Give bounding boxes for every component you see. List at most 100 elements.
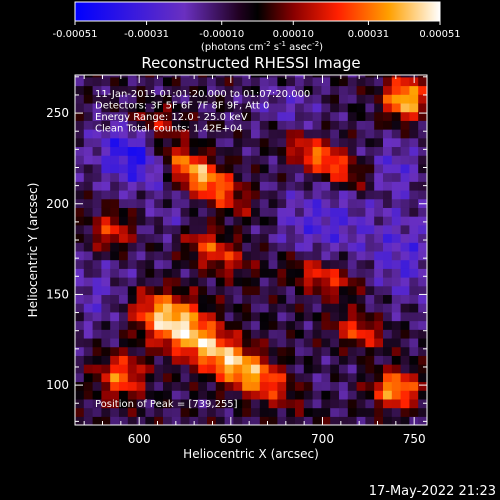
heatmap-cell xyxy=(286,355,296,365)
heatmap-cell xyxy=(374,224,384,235)
heatmap-cell xyxy=(75,390,85,400)
heatmap-cell xyxy=(233,259,243,269)
heatmap-cell xyxy=(286,407,296,417)
heatmap-cell xyxy=(242,129,252,139)
heatmap-cell xyxy=(321,189,331,200)
heatmap-cell xyxy=(356,355,366,365)
heatmap-cell xyxy=(330,75,340,78)
chart-title: Reconstructed RHESSI Image xyxy=(141,54,360,72)
heatmap-cell xyxy=(101,224,111,235)
heatmap-cell xyxy=(356,155,366,165)
heatmap-cell xyxy=(207,172,217,182)
heatmap-cell xyxy=(383,216,393,226)
heatmap-cell xyxy=(83,146,94,156)
heatmap-cell xyxy=(127,137,138,148)
heatmap-cell xyxy=(189,407,199,417)
heatmap-cell xyxy=(215,76,226,87)
heatmap-cell xyxy=(101,189,111,200)
heatmap-cell xyxy=(215,407,226,417)
heatmap-cell xyxy=(374,364,384,374)
heatmap-cell xyxy=(277,416,287,425)
heatmap-cell xyxy=(154,398,164,409)
heatmap-cell xyxy=(251,155,261,165)
heatmap-cell xyxy=(286,181,296,191)
heatmap-cell xyxy=(391,189,402,200)
heatmap-cell xyxy=(347,364,358,374)
heatmap-cell xyxy=(136,294,146,304)
heatmap-cell xyxy=(127,372,138,383)
heatmap-cell xyxy=(233,181,243,191)
annotation-line: Energy Range: 12.0 - 25.0 keV xyxy=(95,112,248,123)
heatmap-cell xyxy=(119,268,129,278)
heatmap-cell xyxy=(418,294,427,304)
heatmap-cell xyxy=(330,390,340,400)
heatmap-cell xyxy=(119,102,129,113)
heatmap-cell xyxy=(189,163,199,174)
heatmap-cell xyxy=(427,399,436,408)
heatmap-cell xyxy=(101,398,111,409)
heatmap-cell xyxy=(145,155,155,165)
heatmap-cell xyxy=(207,85,217,95)
heatmap-cell xyxy=(83,390,94,400)
heatmap-cell xyxy=(356,198,366,208)
heatmap-cell xyxy=(303,303,314,313)
heatmap-cell xyxy=(365,294,375,304)
heatmap-cell xyxy=(119,146,129,156)
heatmap-cell xyxy=(198,250,208,261)
heatmap-cell xyxy=(400,94,410,104)
heatmap-cell xyxy=(233,277,243,287)
heatmap-cell xyxy=(136,346,146,356)
heatmap-cell xyxy=(163,407,173,417)
heatmap-cell xyxy=(295,120,305,130)
heatmap-cell xyxy=(383,224,393,235)
heatmap-cell xyxy=(286,242,296,252)
heatmap-cell xyxy=(295,407,305,417)
heatmap-cell xyxy=(391,303,402,313)
heatmap-cell xyxy=(189,224,199,235)
heatmap-cell xyxy=(171,329,182,339)
heatmap-cell xyxy=(154,320,164,330)
heatmap-cell xyxy=(268,189,278,200)
heatmap-cell xyxy=(110,320,120,330)
heatmap-cell xyxy=(356,268,366,278)
heatmap-cell xyxy=(207,242,217,252)
heatmap-cell xyxy=(198,285,208,296)
heatmap-cell xyxy=(75,172,85,182)
heatmap-cell xyxy=(127,355,138,365)
heatmap-cell xyxy=(251,250,261,261)
heatmap-cell xyxy=(427,347,436,356)
heatmap-cell xyxy=(374,381,384,391)
heatmap-cell xyxy=(286,320,296,330)
heatmap-cell xyxy=(127,224,138,235)
heatmap-cell xyxy=(391,416,402,425)
heatmap-cell xyxy=(83,311,94,322)
heatmap-cell xyxy=(110,94,120,104)
heatmap-cell xyxy=(75,224,85,235)
heatmap-cell xyxy=(224,407,234,417)
heatmap-cell xyxy=(409,189,419,200)
heatmap-cell xyxy=(154,311,164,322)
heatmap-cell xyxy=(321,398,331,409)
heatmap-cell xyxy=(347,268,358,278)
heatmap-cell xyxy=(339,259,349,269)
heatmap-cell xyxy=(259,233,270,243)
heatmap-cell xyxy=(330,355,340,365)
heatmap-cell xyxy=(391,111,402,121)
heatmap-cell xyxy=(180,94,190,104)
heatmap-cell xyxy=(119,233,129,243)
heatmap-cell xyxy=(251,189,261,200)
heatmap-cell xyxy=(101,111,111,121)
heatmap-cell xyxy=(347,416,358,425)
heatmap-cell xyxy=(312,242,322,252)
heatmap-cell xyxy=(171,398,182,409)
heatmap-cell xyxy=(277,189,287,200)
heatmap-cell xyxy=(400,111,410,121)
heatmap-cell xyxy=(303,398,314,409)
heatmap-cell xyxy=(215,233,226,243)
heatmap-cell xyxy=(277,407,287,417)
heatmap-cell xyxy=(418,233,427,243)
heatmap-cell xyxy=(233,329,243,339)
heatmap-cell xyxy=(347,76,358,87)
heatmap-cell xyxy=(154,75,164,78)
heatmap-cell xyxy=(418,146,427,156)
